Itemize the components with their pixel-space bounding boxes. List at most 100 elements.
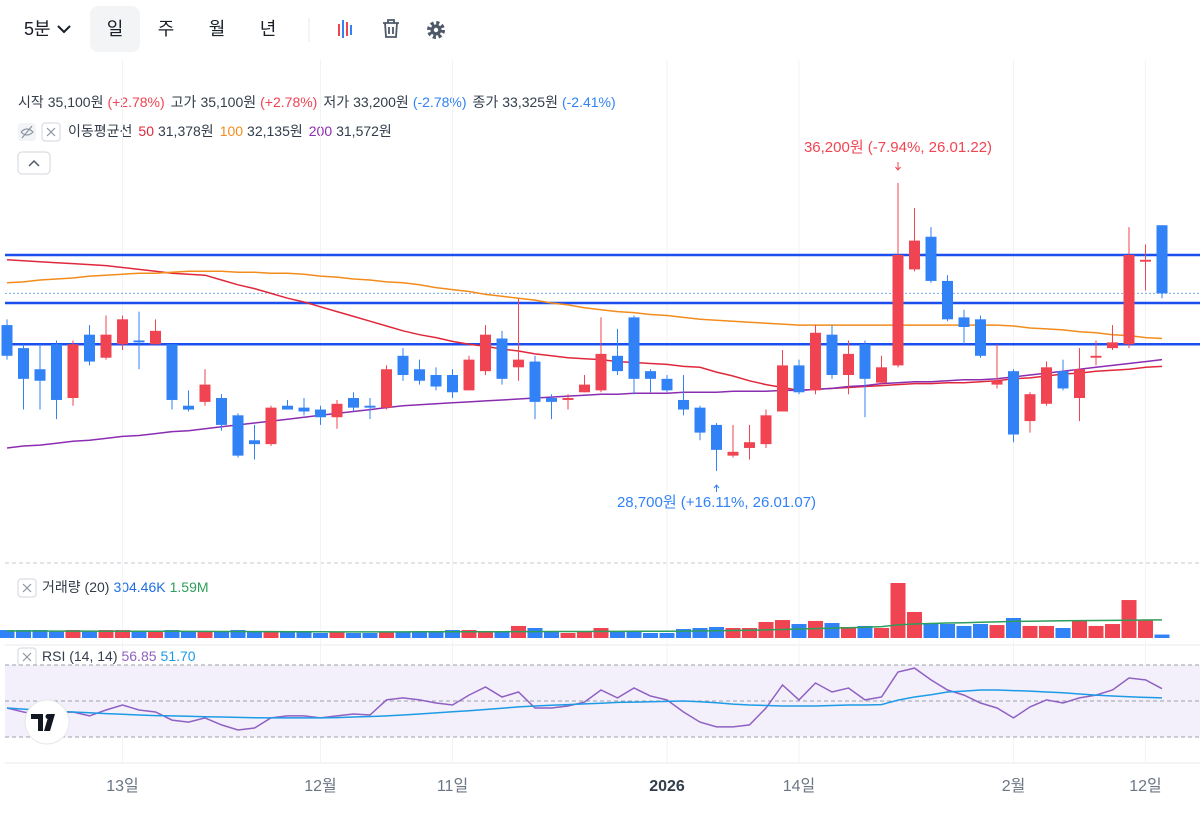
collapse-button[interactable] bbox=[17, 151, 51, 175]
ohlc-legend: 시작 35,100원 (+2.78%) 고가 35,100원 (+2.78%) 저가 33,2… bbox=[18, 94, 616, 110]
volume-bar bbox=[1138, 620, 1153, 638]
candle-body bbox=[447, 375, 458, 393]
volume-bar bbox=[742, 628, 757, 638]
remove-button[interactable] bbox=[17, 578, 37, 598]
candle-body bbox=[315, 409, 326, 418]
candle-body bbox=[513, 359, 524, 368]
candle-body bbox=[925, 236, 937, 281]
x-tick-label: 12월 bbox=[304, 777, 337, 795]
legend-value: 35,100원 bbox=[200, 94, 256, 110]
remove-button[interactable] bbox=[41, 122, 61, 142]
moving-average bbox=[6, 259, 1163, 392]
rsi-line bbox=[6, 667, 1163, 731]
legend-value: 35,100원 bbox=[48, 94, 104, 110]
volume-bar bbox=[907, 611, 922, 638]
eye-off-icon[interactable] bbox=[20, 125, 34, 139]
candle-body bbox=[480, 334, 491, 372]
candle-body bbox=[942, 280, 953, 320]
close-icon[interactable] bbox=[22, 583, 32, 593]
candle-body bbox=[216, 398, 227, 425]
volume-bar bbox=[395, 631, 411, 638]
candle-body bbox=[100, 334, 112, 358]
volume-bar bbox=[230, 630, 246, 638]
candle-body bbox=[397, 355, 409, 375]
volume-bar bbox=[560, 633, 576, 638]
candle-body bbox=[777, 365, 788, 412]
x-tick-label: 12일 bbox=[1129, 777, 1162, 795]
legend-value: 33,325원 bbox=[502, 94, 558, 110]
selected-period-bg bbox=[90, 6, 140, 52]
settings-icon[interactable] bbox=[427, 21, 445, 39]
volume-bar bbox=[329, 631, 345, 638]
candle-body bbox=[34, 369, 46, 381]
volume-bar bbox=[1072, 620, 1087, 638]
volume-bar bbox=[478, 630, 493, 638]
volume-bar bbox=[808, 620, 823, 638]
candle-body bbox=[18, 348, 29, 379]
candle-body bbox=[51, 344, 62, 400]
volume-bar bbox=[82, 630, 97, 638]
volume-bar bbox=[1039, 625, 1054, 638]
volume-bar bbox=[676, 629, 691, 638]
x-tick-label: 14일 bbox=[783, 777, 816, 795]
candle-body bbox=[1057, 371, 1069, 389]
delete-icon[interactable] bbox=[383, 19, 399, 38]
volume-bar bbox=[841, 626, 856, 638]
volume-bar bbox=[857, 625, 873, 638]
period-button[interactable]: 년 bbox=[260, 19, 277, 39]
candle-body bbox=[1140, 259, 1151, 262]
volume-bar bbox=[1121, 600, 1137, 638]
volume-bar bbox=[1022, 625, 1038, 638]
close-icon[interactable] bbox=[46, 127, 56, 137]
candle-body bbox=[711, 424, 722, 450]
volume-bar bbox=[115, 630, 130, 638]
annotation-arrow bbox=[713, 484, 720, 492]
volume-bar bbox=[313, 633, 328, 638]
volume-bar bbox=[428, 631, 444, 638]
legend-label: 시작 bbox=[18, 94, 44, 110]
candle-body bbox=[843, 353, 854, 375]
plot-area: 13일 12월 11일 2026 14일 2월 12일 36,200원 (-7.94%, 26… bbox=[0, 60, 1200, 795]
volume-bar bbox=[494, 631, 510, 638]
volume-bar bbox=[263, 630, 279, 638]
ma-legend: 이동평균선 50 31,378원 100 32,135원 200 31,572원 bbox=[68, 123, 392, 139]
volume-bar bbox=[148, 630, 163, 638]
moving-average bbox=[6, 358, 1163, 449]
volume-bar bbox=[379, 631, 394, 638]
collapse-icon[interactable] bbox=[28, 159, 40, 167]
annotation: 28,700원 (+16.11%, 26.01.07) bbox=[617, 494, 816, 511]
volume-bar bbox=[593, 628, 609, 638]
candle-body bbox=[348, 398, 359, 408]
close-icon[interactable] bbox=[22, 652, 32, 662]
interval-button[interactable]: 5분 bbox=[24, 19, 51, 39]
candle-body bbox=[909, 240, 920, 270]
candle-body bbox=[991, 380, 1003, 385]
volume-bar bbox=[280, 630, 295, 638]
chevron-icon[interactable] bbox=[57, 25, 71, 34]
legend-value: 1.59M bbox=[170, 579, 209, 595]
indicator-icon[interactable] bbox=[338, 20, 352, 38]
period-button[interactable]: 주 bbox=[158, 19, 175, 39]
volume-bar bbox=[940, 624, 955, 638]
legend-title: RSI (14, 14) bbox=[42, 648, 117, 664]
volume-bar bbox=[1105, 624, 1120, 638]
legend-change: (+2.78%) bbox=[107, 94, 164, 110]
volume-bar bbox=[989, 625, 1005, 638]
period-button[interactable]: 일 bbox=[107, 19, 124, 39]
volume-bar bbox=[692, 628, 708, 638]
candle-body bbox=[958, 317, 970, 327]
period-button[interactable]: 월 bbox=[209, 19, 226, 39]
volume-legend: 거래량 (20) 304.46K 1.59M bbox=[42, 579, 209, 595]
volume-bar bbox=[1154, 634, 1170, 638]
candle-body bbox=[678, 399, 689, 410]
volume-bar bbox=[1088, 625, 1104, 638]
candle-body bbox=[117, 319, 128, 345]
candle-body bbox=[232, 415, 244, 456]
legend-title: 거래량 (20) bbox=[42, 579, 109, 595]
candle-body bbox=[414, 369, 425, 381]
candle-body bbox=[166, 344, 178, 400]
candle-body bbox=[1107, 342, 1118, 349]
volume-bar bbox=[214, 631, 229, 638]
